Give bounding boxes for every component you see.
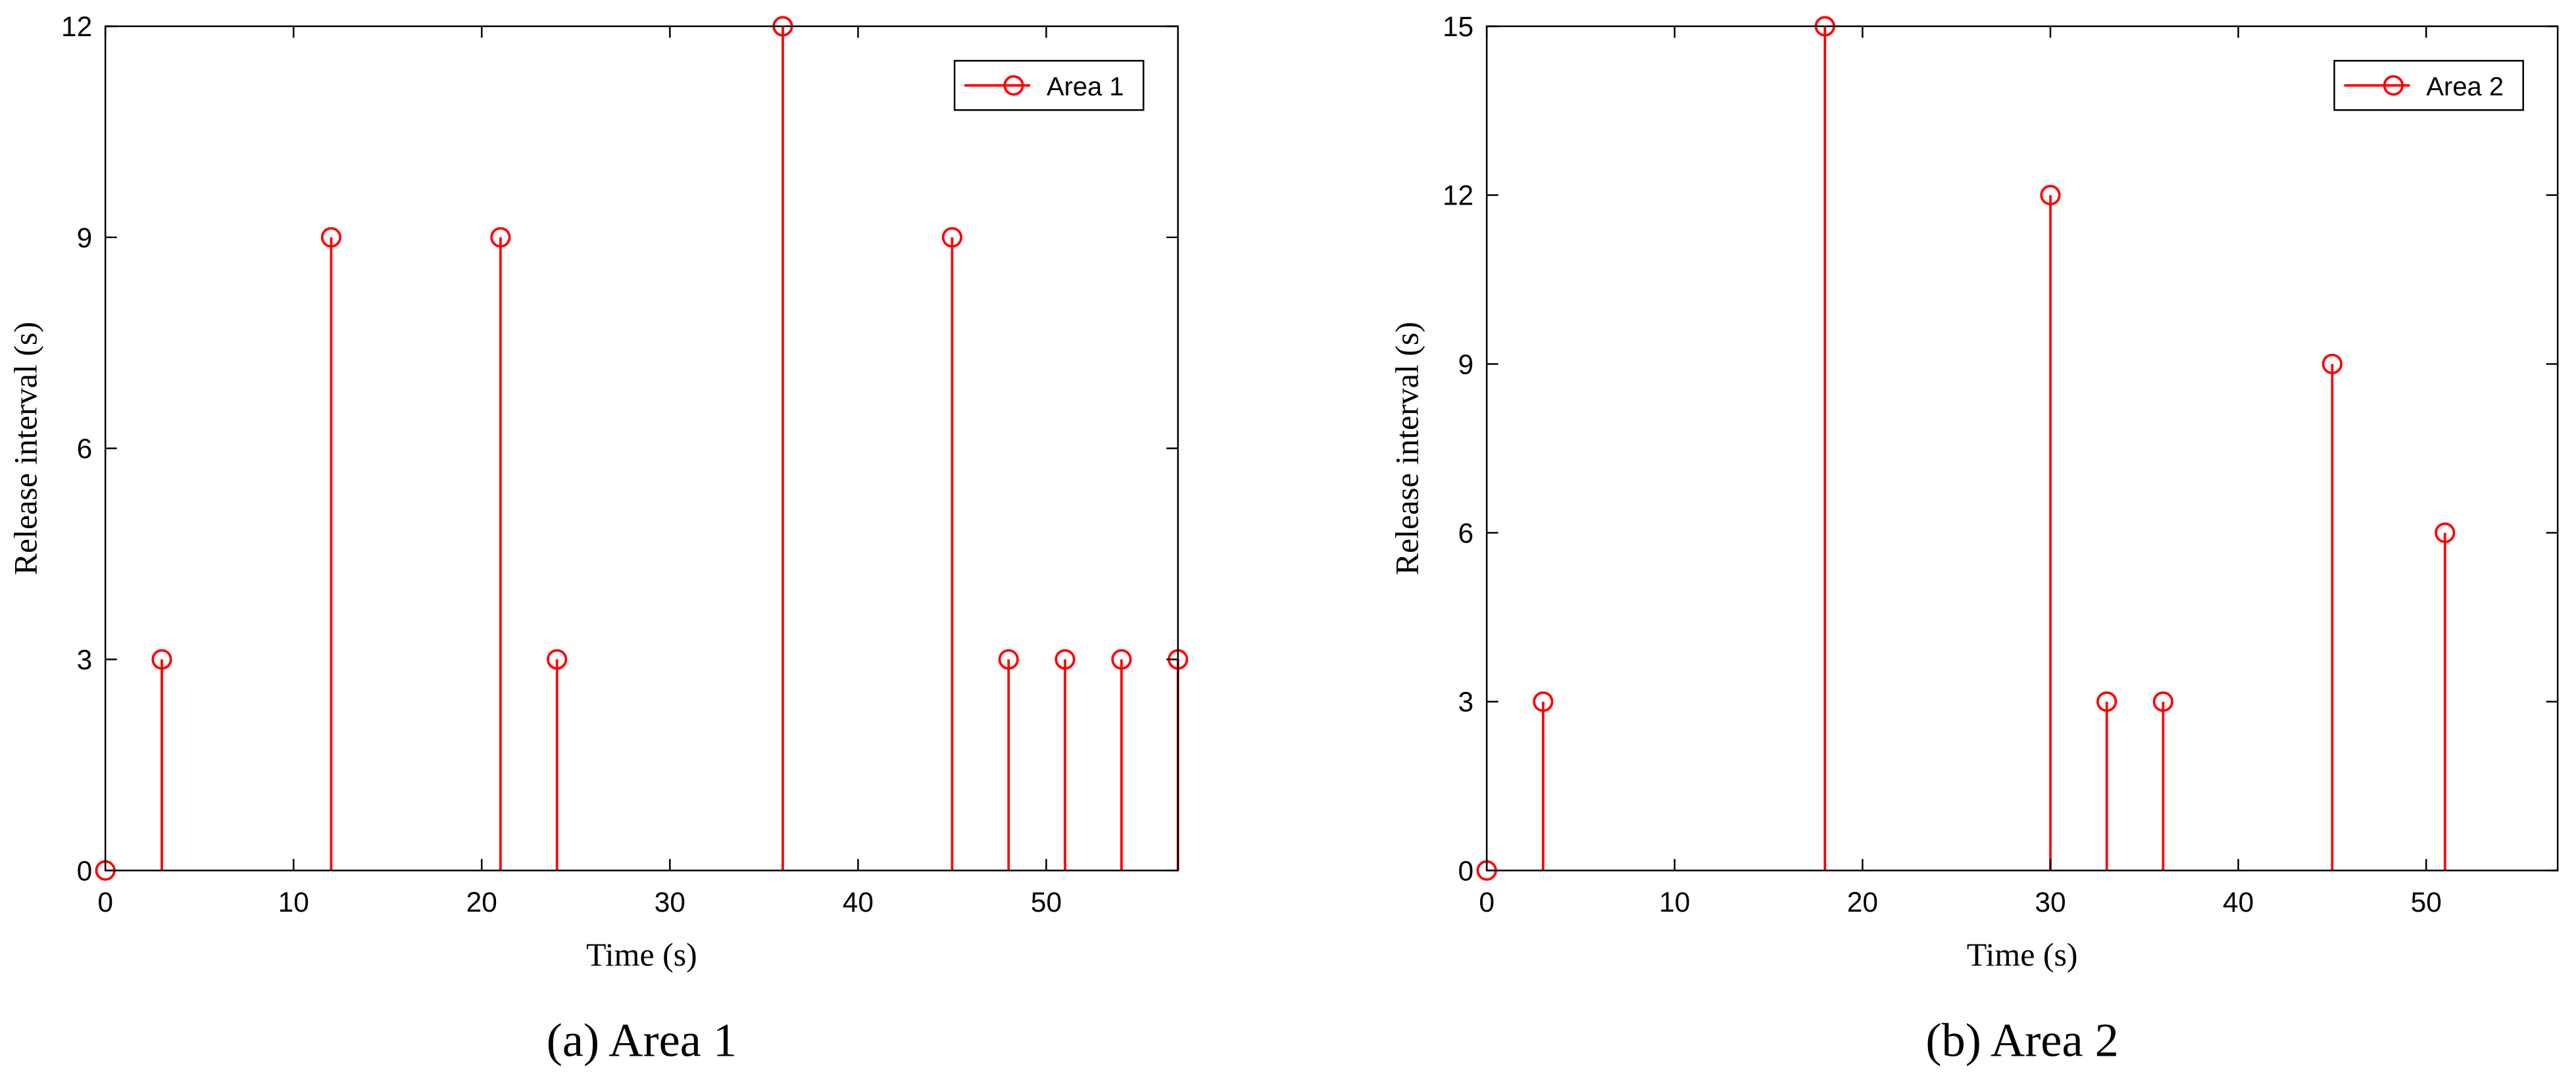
y-tick-label: 0 — [1458, 855, 1474, 886]
marker — [490, 227, 511, 248]
legend-marker — [1003, 75, 1024, 96]
x-tick-label: 0 — [1479, 887, 1495, 918]
marker — [2096, 691, 2118, 712]
marker — [1533, 691, 1554, 712]
caption: (a) Area 1 — [547, 1014, 737, 1067]
y-tick-label: 9 — [1458, 349, 1474, 380]
legend-label: Area 1 — [1047, 72, 1124, 101]
y-tick-label: 0 — [77, 855, 93, 886]
y-tick-label: 12 — [1443, 180, 1474, 211]
marker — [941, 227, 963, 248]
x-tick-label: 0 — [97, 887, 113, 918]
x-axis-label: Time (s) — [1967, 937, 2078, 973]
legend-marker — [2383, 75, 2404, 96]
y-tick-label: 3 — [77, 645, 93, 676]
plot-frame — [104, 25, 1179, 872]
marker — [320, 227, 342, 248]
y-tick-label: 6 — [77, 433, 93, 464]
y-tick-label: 12 — [61, 11, 92, 42]
caption: (b) Area 2 — [1925, 1014, 2119, 1067]
x-tick-label: 10 — [278, 887, 309, 918]
x-tick-label: 20 — [466, 887, 497, 918]
x-tick-label: 30 — [655, 887, 685, 918]
y-tick-label: 3 — [1458, 687, 1474, 718]
plot-frame — [1485, 25, 2559, 872]
marker — [998, 649, 1019, 670]
chart: 0 10 20 30 40 50 0 3 6 9 12 15 Time (s) Release inter… — [1389, 11, 2559, 1067]
marker — [2152, 691, 2173, 712]
marker — [1111, 649, 1132, 670]
x-tick-label: 50 — [1031, 887, 1062, 918]
x-tick-label: 30 — [2035, 887, 2066, 918]
y-tick-label: 6 — [1458, 518, 1474, 549]
marker — [151, 649, 172, 670]
marker — [2040, 185, 2061, 206]
chart: 0 10 20 30 40 50 0 3 6 9 12 Time (s) Release interva… — [7, 11, 1189, 1067]
x-axis-label: Time (s) — [586, 937, 697, 973]
marker — [1054, 649, 1076, 670]
x-tick-label: 20 — [1847, 887, 1878, 918]
x-tick-label: 40 — [843, 887, 874, 918]
x-tick-label: 40 — [2223, 887, 2254, 918]
x-tick-label: 50 — [2411, 887, 2442, 918]
marker — [547, 649, 568, 670]
y-tick-label: 9 — [77, 222, 93, 253]
y-tick-label: 15 — [1443, 11, 1474, 42]
y-axis-label: Release interval (s) — [7, 322, 43, 575]
legend-label: Area 2 — [2426, 72, 2504, 101]
marker — [2435, 522, 2456, 543]
marker — [2321, 353, 2343, 374]
x-tick-label: 10 — [1659, 887, 1690, 918]
y-axis-label: Release interval (s) — [1389, 322, 1425, 575]
